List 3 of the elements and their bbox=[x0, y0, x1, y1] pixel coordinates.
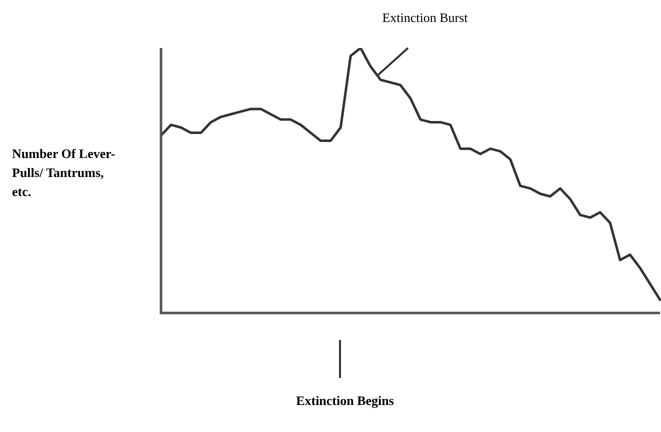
text: Extinction Begins bbox=[295, 392, 395, 410]
y-axis-title: Number Of Lever-Pulls/ Tantrums, etc. bbox=[12, 145, 116, 201]
text: Extinction Burst bbox=[381, 10, 469, 26]
